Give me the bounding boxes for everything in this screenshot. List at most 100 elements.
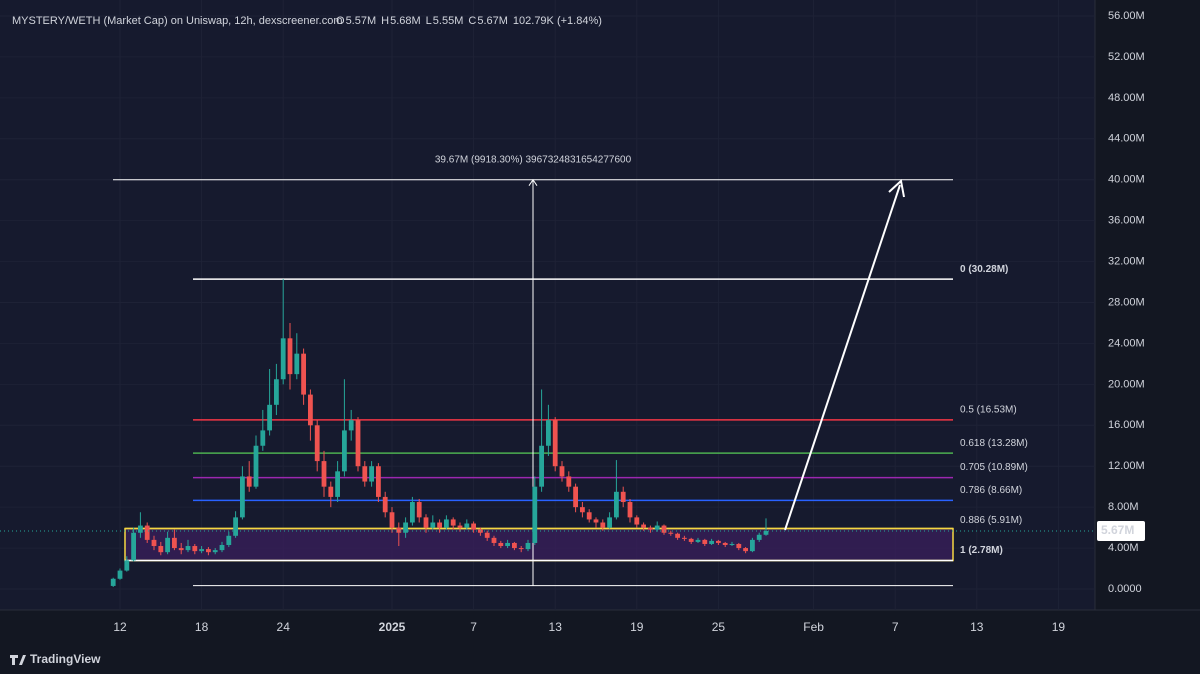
candle-body (382, 496, 388, 513)
ohlc-header: O 5.57M H 5.68M L 5.55M C 5.67M 102.79K (+1.84%) (336, 15, 602, 27)
candle-body (301, 353, 306, 395)
price-label: 5.67M (1101, 523, 1134, 537)
y-tick-label: 24.00M (1108, 337, 1145, 349)
y-tick-label: 4.00M (1108, 542, 1139, 554)
logo-text: TradingView (30, 652, 101, 666)
candle-body (444, 519, 449, 528)
candle-body (763, 530, 769, 535)
candle-body (294, 353, 300, 375)
candle-body (185, 546, 191, 551)
candle-body (131, 532, 136, 561)
ohlc-label: C (468, 15, 476, 27)
candle-body (682, 537, 687, 539)
x-tick-label: 25 (712, 620, 726, 634)
candle-body (192, 546, 198, 552)
y-tick-label: 20.00M (1108, 378, 1145, 390)
fib-label: 0.5 (16.53M) (960, 405, 1017, 416)
logo: TradingView (10, 652, 101, 666)
candle-body (376, 466, 381, 497)
candle-body (280, 338, 286, 380)
candle-body (403, 522, 408, 533)
candle-body (566, 476, 572, 487)
y-tick-label: 56.00M (1108, 10, 1145, 22)
y-tick-label: 8.00M (1108, 501, 1139, 513)
candle-body (396, 527, 402, 533)
x-tick-label: 19 (630, 620, 644, 634)
candle-body (219, 545, 225, 551)
candle-body (348, 420, 354, 431)
candle-body (416, 502, 422, 518)
candle-body (559, 466, 565, 477)
candle-body (668, 532, 674, 534)
candle-body (117, 570, 123, 579)
candle-body (246, 476, 252, 487)
ohlc-label: L (426, 15, 432, 27)
x-tick-label: 13 (549, 620, 563, 634)
candle-body (321, 461, 327, 487)
measure-label: 39.67M (9918.30%) 3967324831654277600 (435, 154, 632, 165)
y-tick-label: 0.0000 (1108, 583, 1142, 595)
candle-body (654, 525, 660, 530)
candle-body (151, 539, 157, 547)
candle-body (736, 543, 742, 549)
candle-body (423, 517, 429, 528)
candle-body (240, 476, 245, 518)
measure-arrow-head (528, 178, 538, 186)
candle-body (627, 502, 633, 518)
fib-label: 0.618 (13.28M) (960, 438, 1028, 449)
candle-body (287, 338, 293, 375)
candle-body (641, 524, 646, 528)
candle-body (144, 525, 150, 540)
fib-zone (124, 527, 954, 562)
candle-body (580, 507, 585, 513)
candle-body (702, 539, 708, 544)
candle-body (675, 533, 680, 538)
candle-body (695, 539, 701, 542)
y-tick-label: 36.00M (1108, 215, 1145, 227)
y-tick-label: 44.00M (1108, 133, 1145, 145)
candle-body (437, 522, 442, 528)
candle-body (600, 522, 606, 528)
candle-body (362, 466, 368, 482)
candle-body (178, 548, 184, 551)
candle-body (335, 471, 340, 497)
candle-body (661, 525, 667, 533)
ohlc-label: H (381, 15, 389, 27)
candle-body (165, 537, 170, 553)
y-tick-label: 52.00M (1108, 51, 1145, 63)
candle-body (716, 540, 721, 543)
candle-body (110, 578, 116, 586)
candle-body (498, 542, 504, 547)
candle-body (614, 491, 619, 518)
candle-body (355, 420, 361, 467)
forecast-arrow (784, 184, 901, 531)
candle-body (389, 512, 395, 528)
candle-body (525, 542, 531, 550)
change: 102.79K (+1.84%) (513, 15, 602, 27)
candle-body (450, 519, 456, 526)
candle-body (172, 537, 177, 549)
y-tick-label: 12.00M (1108, 460, 1145, 472)
chart-title: MYSTERY/WETH (Market Cap) on Uniswap, 12… (12, 15, 343, 27)
x-tick-label: 12 (113, 620, 127, 634)
candle-body (308, 394, 313, 426)
price-badge (1097, 520, 1145, 541)
logo-icon (10, 655, 26, 665)
candle-body (430, 522, 436, 528)
y-tick-label: 32.00M (1108, 255, 1145, 267)
candle-body (464, 523, 470, 528)
ohlc-value: 5.55M (433, 15, 464, 27)
candle-body (607, 517, 612, 528)
y-tick-label: 28.00M (1108, 296, 1145, 308)
plot-area (0, 0, 1095, 610)
forecast-arrow-head (888, 179, 905, 198)
fib-label: 0.705 (10.89M) (960, 462, 1028, 473)
fib-label: 1 (2.78M) (960, 545, 1003, 556)
overlay: 5.67M (0, 179, 1145, 541)
x-tick-label: Feb (803, 620, 824, 634)
candle-body (648, 527, 653, 530)
candle-body (138, 525, 143, 533)
ohlc-value: 5.67M (477, 15, 508, 27)
candle-body (410, 502, 415, 523)
